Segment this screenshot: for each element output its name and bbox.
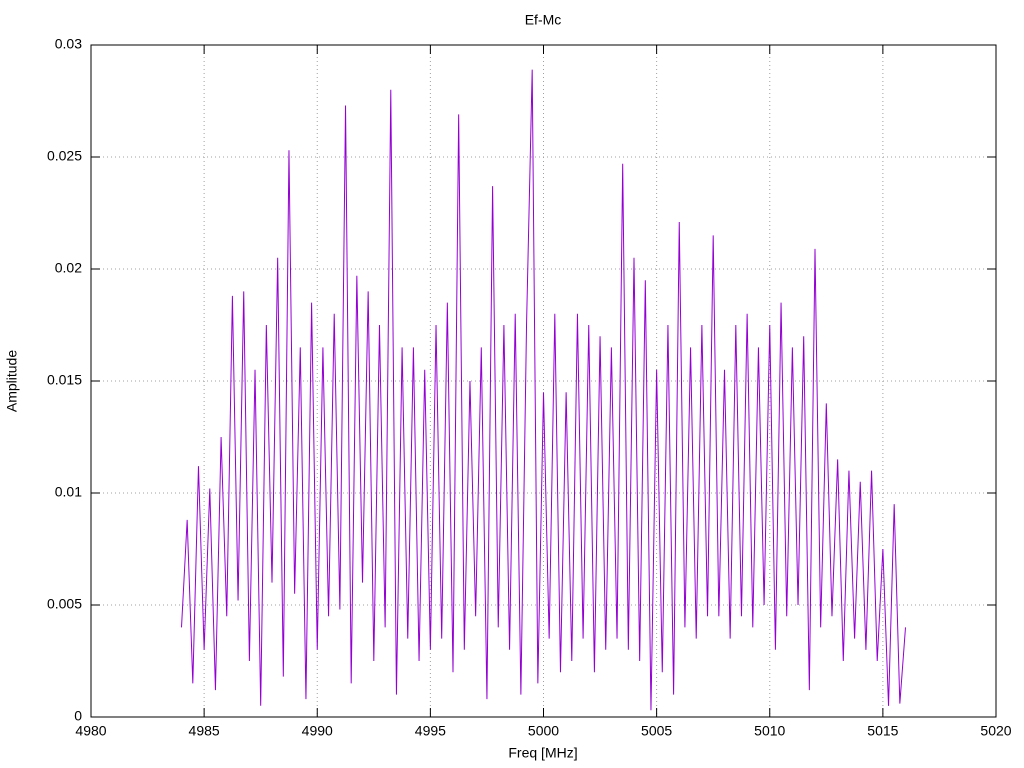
x-tick-label: 4995 [415,723,446,739]
y-tick-label: 0.025 [47,148,82,164]
chart-title: Ef-Mc [525,12,562,28]
x-tick-label: 5010 [754,723,785,739]
x-tick-label: 4985 [189,723,220,739]
x-axis-label: Freq [MHz] [508,745,577,761]
data-line [181,69,906,711]
y-tick-label: 0.01 [55,484,82,500]
y-tick-label: 0.015 [47,372,82,388]
x-tick-label: 4980 [75,723,106,739]
y-tick-label: 0.02 [55,260,82,276]
y-tick-label: 0.005 [47,596,82,612]
x-tick-label: 4990 [302,723,333,739]
plot-border [90,44,997,718]
x-tick-label: 5000 [528,723,559,739]
x-tick-label: 5020 [980,723,1011,739]
y-tick-label: 0 [74,708,82,724]
y-tick-label: 0.03 [55,36,82,52]
x-tick-label: 5015 [867,723,898,739]
x-tick-label: 5005 [641,723,672,739]
y-axis-label: Amplitude [4,350,20,412]
